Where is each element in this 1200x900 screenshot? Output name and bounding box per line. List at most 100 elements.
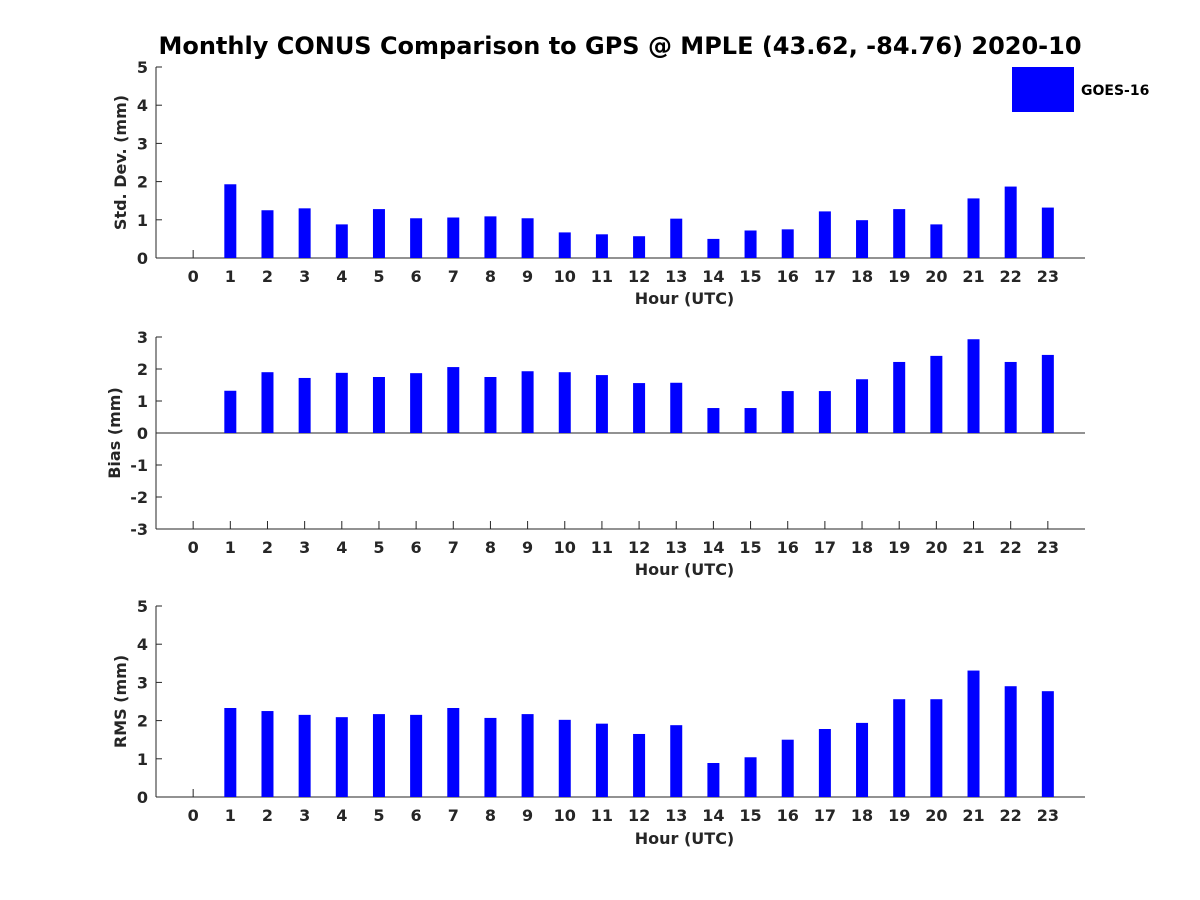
bar	[633, 383, 646, 433]
bar	[856, 722, 869, 797]
y-tick-label: -3	[130, 520, 148, 539]
bar	[298, 377, 311, 433]
bar	[670, 218, 683, 258]
x-tick-label: 0	[188, 538, 199, 557]
bar	[1004, 186, 1017, 258]
x-tick-label: 13	[665, 267, 687, 286]
bar	[558, 232, 571, 258]
bar	[967, 339, 980, 433]
bar	[410, 714, 423, 797]
bar	[224, 707, 237, 797]
x-axis-label: Hour (UTC)	[635, 829, 735, 848]
bar	[595, 723, 608, 797]
x-tick-label: 15	[739, 806, 761, 825]
x-tick-label: 22	[1000, 806, 1022, 825]
bar	[930, 699, 943, 797]
bar	[633, 733, 646, 797]
x-tick-label: 19	[888, 267, 910, 286]
x-tick-label: 6	[411, 267, 422, 286]
x-tick-label: 3	[299, 538, 310, 557]
x-tick-label: 22	[1000, 267, 1022, 286]
bar	[558, 372, 571, 433]
bar	[1041, 691, 1054, 797]
y-axis-label: Bias (mm)	[105, 387, 124, 479]
x-tick-label: 16	[777, 267, 799, 286]
legend-swatch	[1012, 67, 1074, 112]
x-tick-label: 9	[522, 538, 533, 557]
y-tick-label: 0	[137, 424, 148, 443]
y-tick-label: 4	[137, 96, 148, 115]
x-tick-label: 18	[851, 806, 873, 825]
bar	[261, 372, 274, 433]
bar	[372, 377, 385, 433]
bar	[781, 391, 794, 433]
bar	[484, 717, 497, 797]
x-tick-label: 9	[522, 267, 533, 286]
x-tick-label: 13	[665, 538, 687, 557]
x-tick-label: 17	[814, 267, 836, 286]
x-tick-label: 14	[702, 806, 724, 825]
x-tick-label: 7	[448, 806, 459, 825]
x-tick-label: 19	[888, 806, 910, 825]
bar	[410, 373, 423, 433]
bar	[744, 408, 757, 433]
bar	[224, 184, 237, 258]
bar	[707, 408, 720, 433]
bar	[335, 717, 348, 797]
bar	[558, 719, 571, 797]
y-tick-label: 5	[137, 597, 148, 616]
x-tick-label: 8	[485, 806, 496, 825]
y-tick-label: 3	[137, 673, 148, 692]
y-tick-label: 3	[137, 328, 148, 347]
bar	[1004, 361, 1017, 433]
y-tick-label: 1	[137, 750, 148, 769]
x-tick-label: 5	[373, 267, 384, 286]
bar	[781, 229, 794, 258]
bar	[372, 714, 385, 797]
x-tick-label: 4	[336, 806, 347, 825]
y-tick-label: 4	[137, 635, 148, 654]
bar	[447, 367, 460, 433]
bar	[930, 224, 943, 258]
legend-label: GOES-16	[1081, 83, 1149, 99]
x-tick-label: 3	[299, 267, 310, 286]
x-tick-label: 2	[262, 267, 273, 286]
x-tick-label: 13	[665, 806, 687, 825]
bar	[521, 714, 534, 797]
bar	[335, 224, 348, 258]
x-tick-label: 3	[299, 806, 310, 825]
x-tick-label: 20	[925, 267, 947, 286]
bar	[595, 234, 608, 258]
x-tick-label: 17	[814, 538, 836, 557]
bar	[521, 218, 534, 258]
bar	[447, 707, 460, 797]
y-tick-label: 5	[137, 58, 148, 77]
x-axis-label: Hour (UTC)	[635, 289, 735, 308]
x-tick-label: 19	[888, 538, 910, 557]
x-tick-label: 14	[702, 267, 724, 286]
bar	[856, 220, 869, 258]
x-tick-label: 23	[1037, 806, 1059, 825]
bar	[1004, 686, 1017, 797]
bar	[372, 209, 385, 258]
chart-title: Monthly CONUS Comparison to GPS @ MPLE (…	[158, 32, 1081, 60]
x-tick-label: 12	[628, 806, 650, 825]
x-tick-label: 5	[373, 538, 384, 557]
y-tick-label: -1	[130, 456, 148, 475]
y-tick-label: 2	[137, 173, 148, 192]
bar	[967, 670, 980, 797]
y-tick-label: 1	[137, 211, 148, 230]
x-tick-label: 0	[188, 267, 199, 286]
bar	[818, 211, 831, 258]
bar	[521, 371, 534, 433]
x-tick-label: 8	[485, 538, 496, 557]
x-tick-label: 16	[777, 538, 799, 557]
y-tick-label: 2	[137, 360, 148, 379]
y-axis-label: Std. Dev. (mm)	[111, 95, 130, 230]
bar	[967, 198, 980, 258]
x-tick-label: 6	[411, 538, 422, 557]
y-tick-label: 3	[137, 134, 148, 153]
